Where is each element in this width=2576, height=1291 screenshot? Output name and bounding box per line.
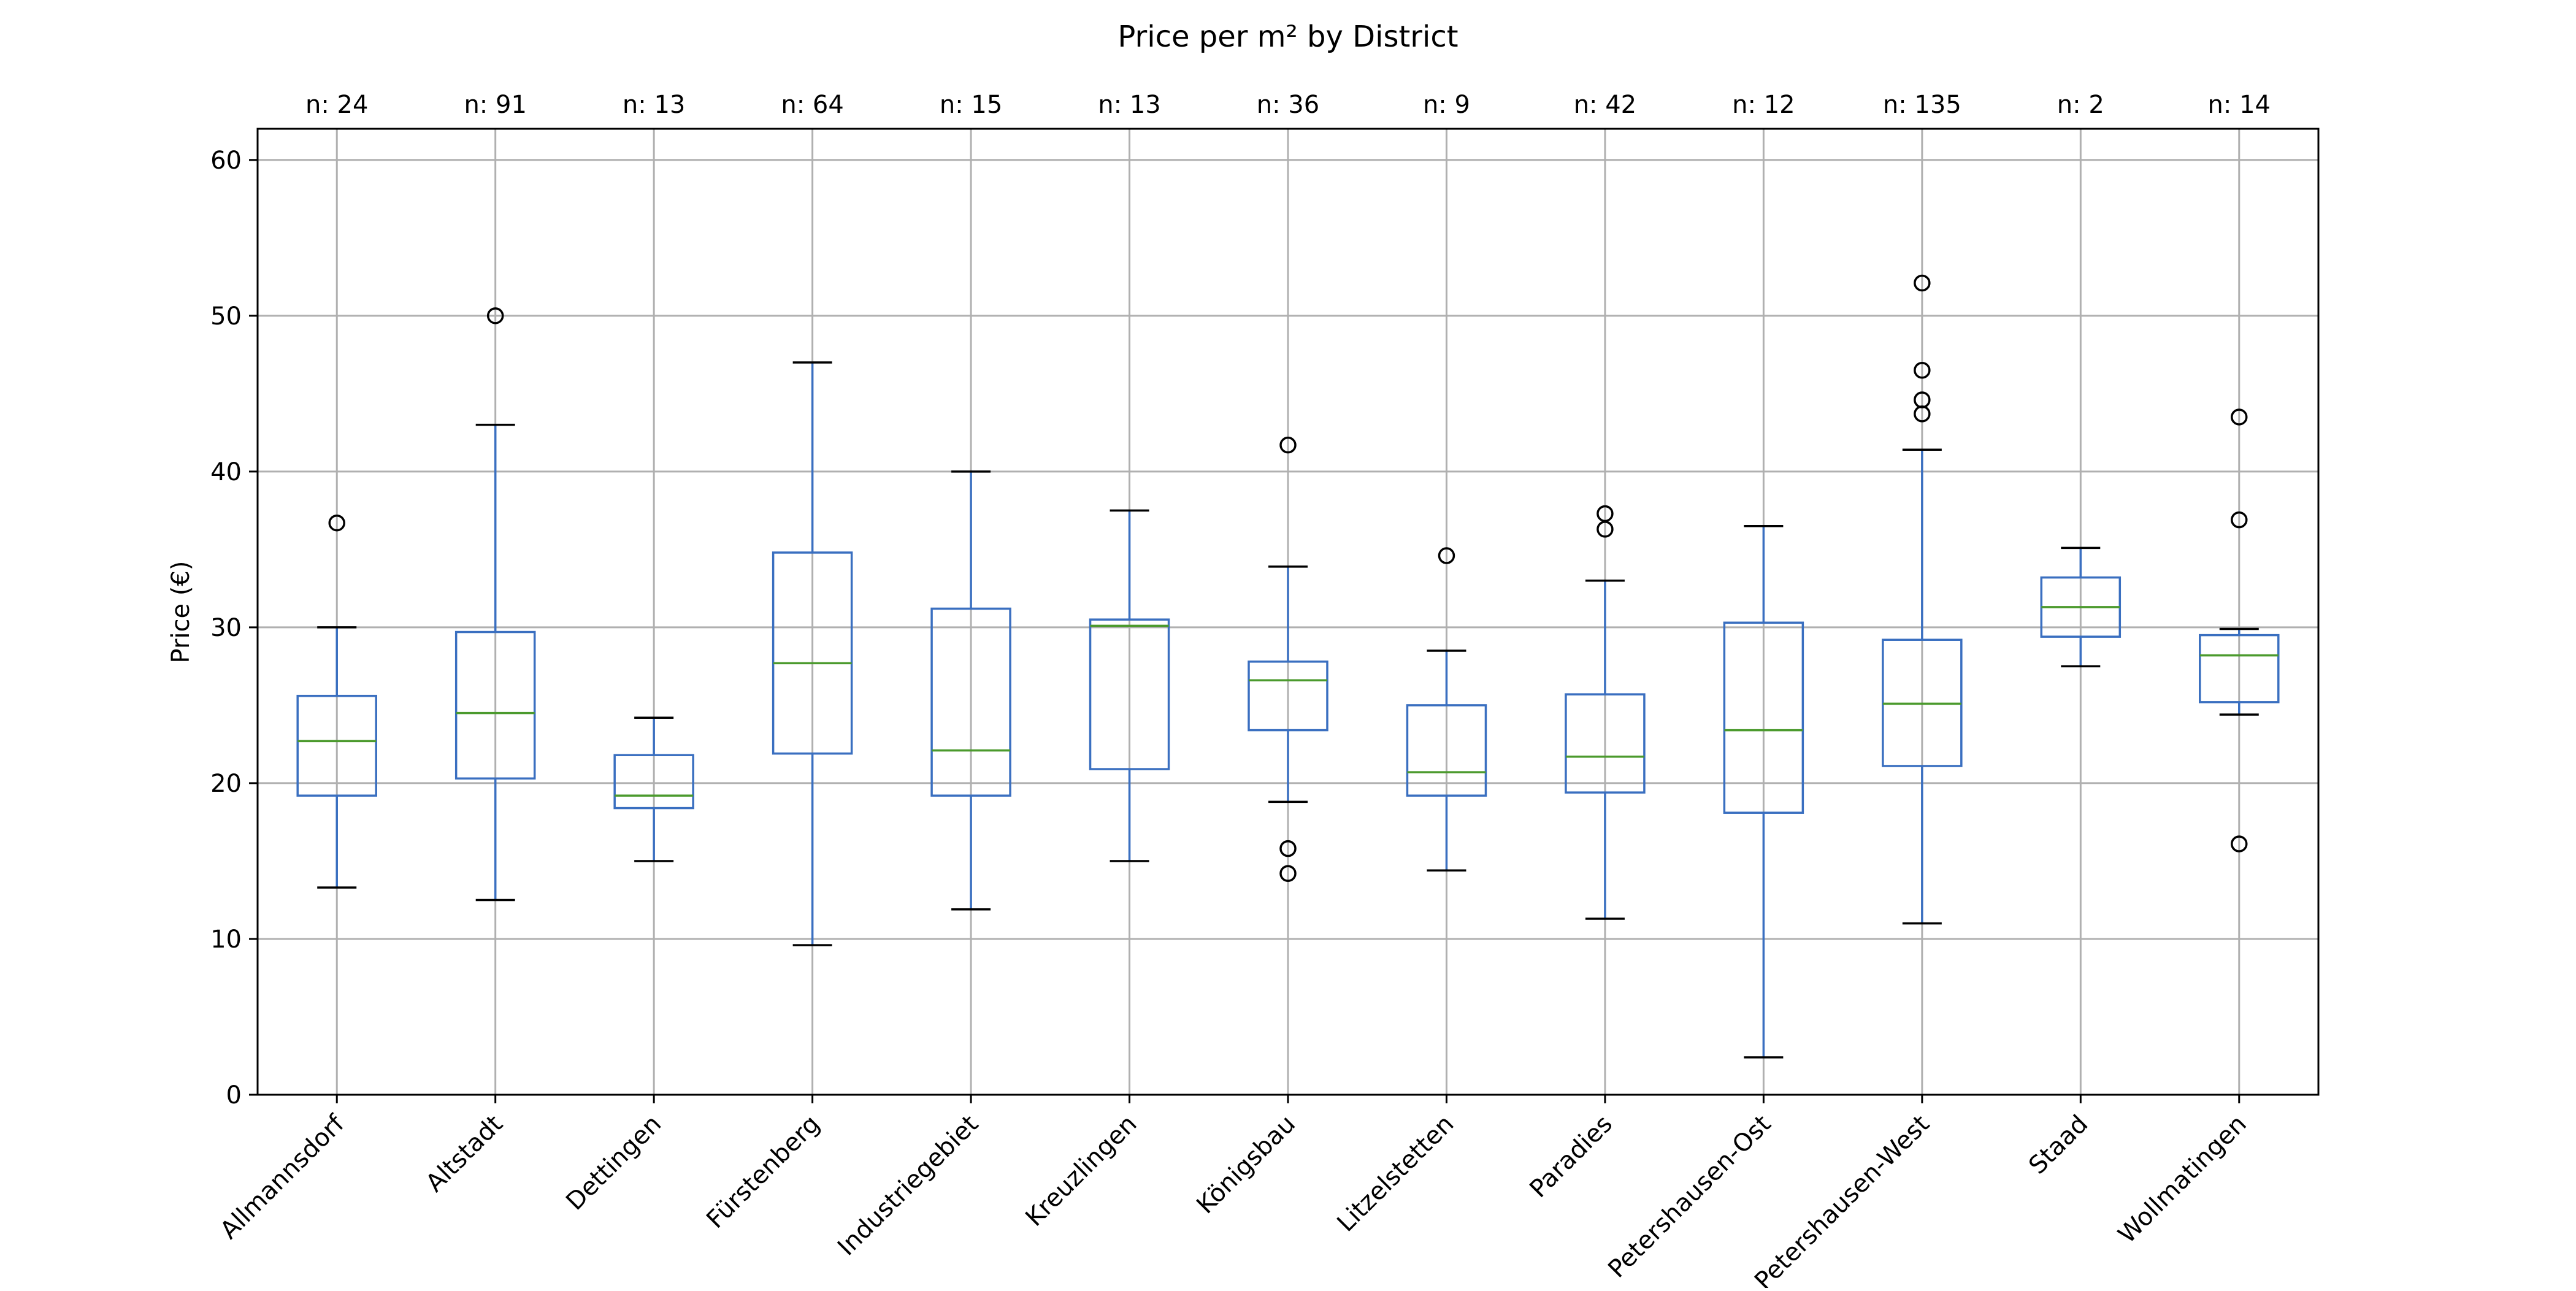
box-iqr: [1565, 693, 1646, 794]
y-tick-label: 60: [210, 147, 242, 175]
box-layer: [296, 274, 2280, 1059]
x-tick-label: Fürstenberg: [701, 1110, 825, 1234]
count-label: n: 91: [464, 91, 526, 119]
outlier-point: [328, 514, 345, 532]
x-tick-label: Petershausen-Ost: [1603, 1110, 1776, 1284]
box-iqr: [930, 607, 1011, 797]
outlier-point: [1914, 274, 1931, 292]
x-tick-label: Königsbau: [1191, 1110, 1301, 1220]
y-tick-label: 30: [210, 614, 242, 642]
count-label: n: 14: [2208, 91, 2271, 119]
outlier-point: [1914, 362, 1931, 379]
box-group: [2199, 408, 2280, 852]
box-group: [772, 361, 853, 946]
box-group: [2040, 546, 2122, 668]
x-tick-label: Allmannsdorf: [215, 1109, 350, 1245]
count-label: n: 13: [623, 91, 685, 119]
count-label: n: 64: [781, 91, 843, 119]
box-iqr: [1406, 704, 1487, 797]
box-iqr: [1723, 621, 1804, 814]
box-iqr: [2199, 634, 2280, 703]
outlier-point: [486, 307, 504, 324]
outlier-point: [1279, 436, 1297, 454]
x-tick-label: Petershausen-West: [1749, 1110, 1935, 1288]
x-tick-label: Paradies: [1524, 1110, 1618, 1204]
outlier-point: [1438, 547, 1455, 564]
box-iqr: [296, 694, 377, 797]
count-label: n: 15: [940, 91, 1002, 119]
outlier-point: [1914, 405, 1931, 423]
outlier-point: [2231, 511, 2248, 529]
box-iqr: [1089, 618, 1170, 770]
outlier-point: [1279, 840, 1297, 857]
x-tick-label: Industriegebiet: [832, 1110, 984, 1262]
box-iqr: [613, 754, 694, 810]
box-group: [930, 470, 1011, 911]
count-label: n: 2: [2057, 91, 2104, 119]
box-iqr: [772, 551, 853, 755]
y-axis-label: Price (€): [167, 561, 195, 664]
box-iqr: [1248, 661, 1328, 732]
box-group: [1882, 274, 1963, 925]
x-tick-label: Wollmatingen: [2113, 1110, 2252, 1249]
count-label: n: 135: [1883, 91, 1961, 119]
x-tick-label: Dettingen: [561, 1110, 667, 1216]
x-tick-label: Staad: [2023, 1110, 2093, 1180]
box-group: [296, 514, 377, 889]
outlier-point: [2231, 835, 2248, 852]
box-group: [613, 716, 694, 862]
count-label: n: 42: [1574, 91, 1636, 119]
count-label: n: 36: [1257, 91, 1319, 119]
box-group: [1565, 505, 1646, 920]
x-tick-label: Kreuzlingen: [1020, 1110, 1142, 1232]
y-tick-label: 0: [226, 1081, 242, 1109]
x-tick-label: Altstadt: [421, 1110, 508, 1198]
count-label: n: 9: [1423, 91, 1470, 119]
count-label: n: 13: [1098, 91, 1160, 119]
x-tick-label: Litzelstetten: [1332, 1110, 1459, 1238]
outlier-point: [2231, 408, 2248, 426]
y-tick-label: 50: [210, 302, 242, 331]
count-label: n: 12: [1732, 91, 1795, 119]
y-tick-label: 10: [210, 925, 242, 954]
chart-title: Price per m² by District: [1117, 20, 1458, 54]
box-group: [1406, 547, 1487, 872]
y-tick-label: 20: [210, 770, 242, 798]
box-group: [1248, 436, 1328, 883]
y-tick-label: 40: [210, 458, 242, 486]
box-group: [454, 307, 536, 902]
outlier-point: [1279, 865, 1297, 883]
count-label: n: 24: [305, 91, 368, 119]
box-group: [1723, 525, 1804, 1059]
outlier-point: [1597, 521, 1614, 538]
box-iqr: [454, 630, 536, 780]
box-group: [1089, 509, 1170, 862]
